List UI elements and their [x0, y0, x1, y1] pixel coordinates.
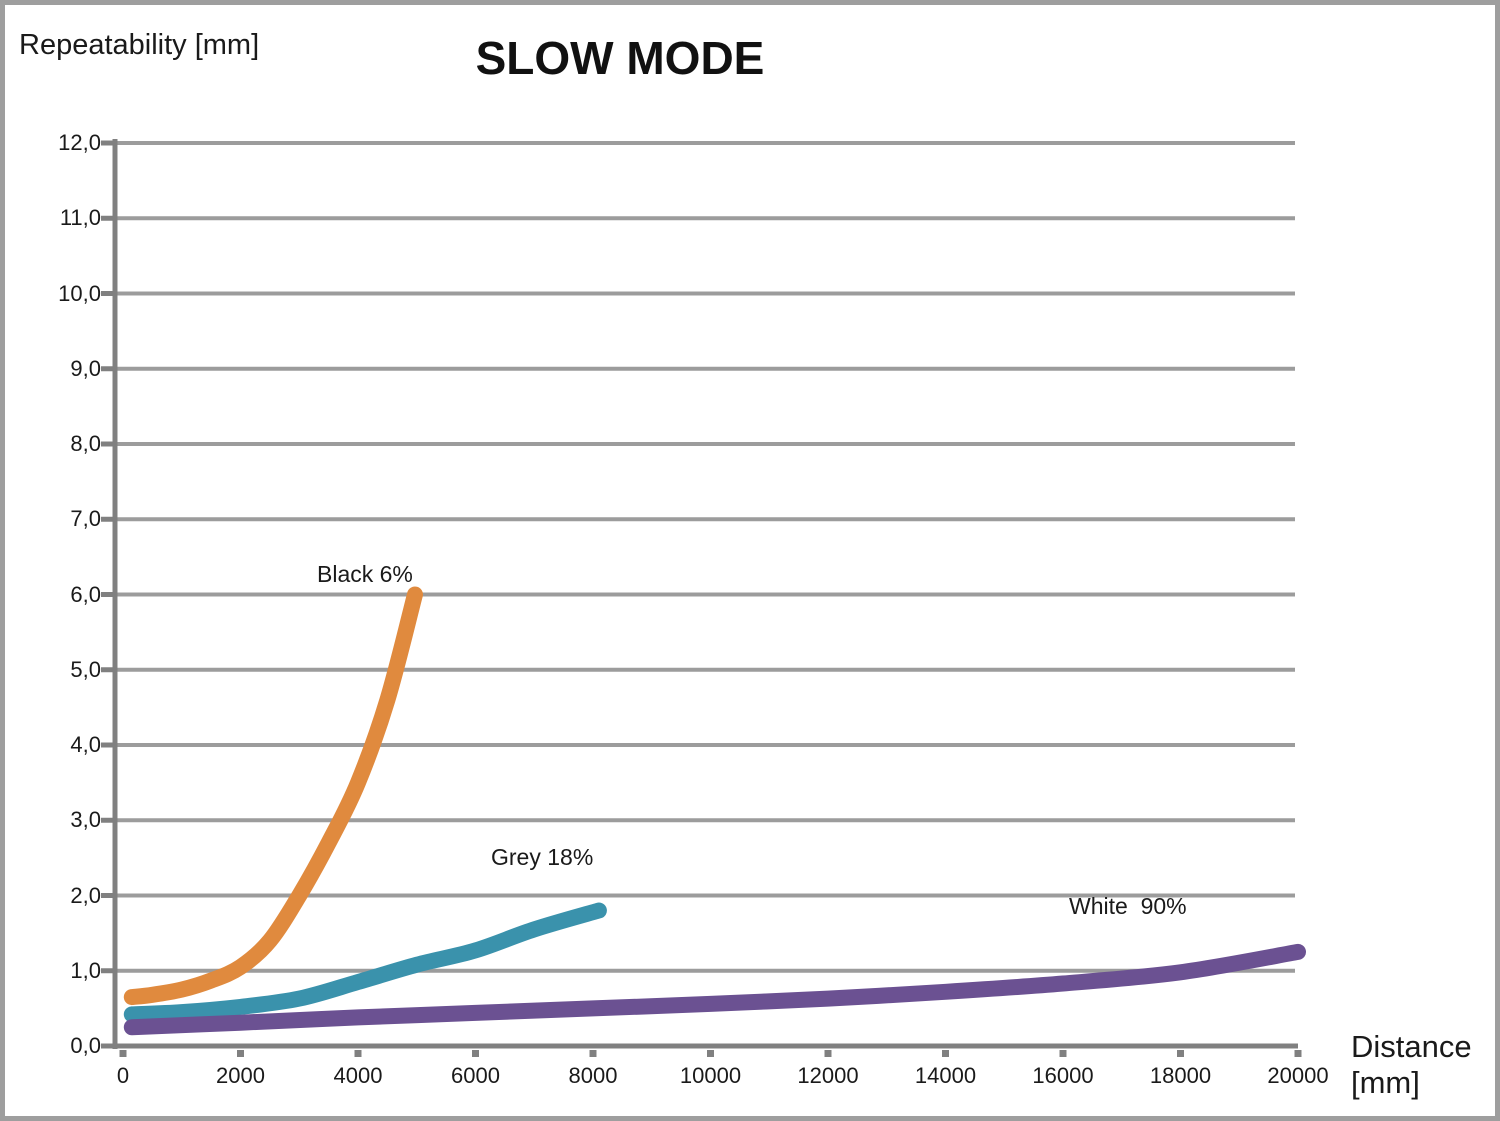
x-tick-label-20000: 20000 [1267, 1063, 1329, 1088]
y-tick-label-7: 7,0 [70, 506, 101, 532]
y-tick-label-11: 11,0 [59, 205, 101, 231]
x-axis-title-line1: Distance [1351, 1029, 1472, 1064]
x-tick-label-2000: 2000 [216, 1063, 265, 1088]
series-curve-white-90pct [123, 943, 1306, 1036]
x-axis-title-line2: [mm] [1351, 1065, 1420, 1100]
x-tick-label-0: 0 [116, 1063, 130, 1088]
y-tick-label-4: 4,0 [70, 732, 101, 757]
plot-area [101, 139, 1306, 1057]
y-tick-label-8: 8,0 [70, 431, 101, 456]
y-axis-title: Repeatability [mm] [19, 29, 260, 61]
y-tick-label-5: 5,0 [70, 656, 101, 682]
x-tick-label-14000: 14000 [914, 1063, 977, 1088]
y-tick-label-10: 10,0 [58, 280, 101, 306]
y-tick-label-6: 6,0 [70, 581, 101, 607]
x-tick-label-16000: 16000 [1032, 1063, 1094, 1088]
series-label-white-90pct: White 90% [1069, 893, 1187, 919]
x-tick-label-6000: 6000 [451, 1063, 500, 1088]
chart-title: SLOW MODE [475, 32, 765, 84]
series-curve-grey-18pct [123, 902, 607, 1023]
x-tick-label-12000: 12000 [797, 1063, 859, 1088]
series-curve-black-6pct [123, 586, 423, 1006]
x-tick-label-10000: 10000 [679, 1063, 742, 1088]
x-tick-label-8000: 8000 [568, 1063, 618, 1088]
y-tick-label-9: 9,0 [70, 355, 101, 381]
y-tick-label-12: 12,0 [58, 130, 101, 155]
x-axis-title: Distance [mm] [1351, 1029, 1495, 1101]
y-tick-label-2: 2,0 [70, 882, 101, 908]
series-label-grey-18pct: Grey 18% [491, 844, 594, 870]
y-tick-label-3: 3,0 [70, 807, 101, 833]
x-tick-label-4000: 4000 [333, 1063, 383, 1088]
series-label-black-6pct: Black 6% [317, 561, 413, 587]
x-tick-label-18000: 18000 [1149, 1063, 1212, 1088]
y-tick-label-0: 0,0 [70, 1033, 101, 1058]
y-tick-label-1: 1,0 [70, 957, 101, 983]
